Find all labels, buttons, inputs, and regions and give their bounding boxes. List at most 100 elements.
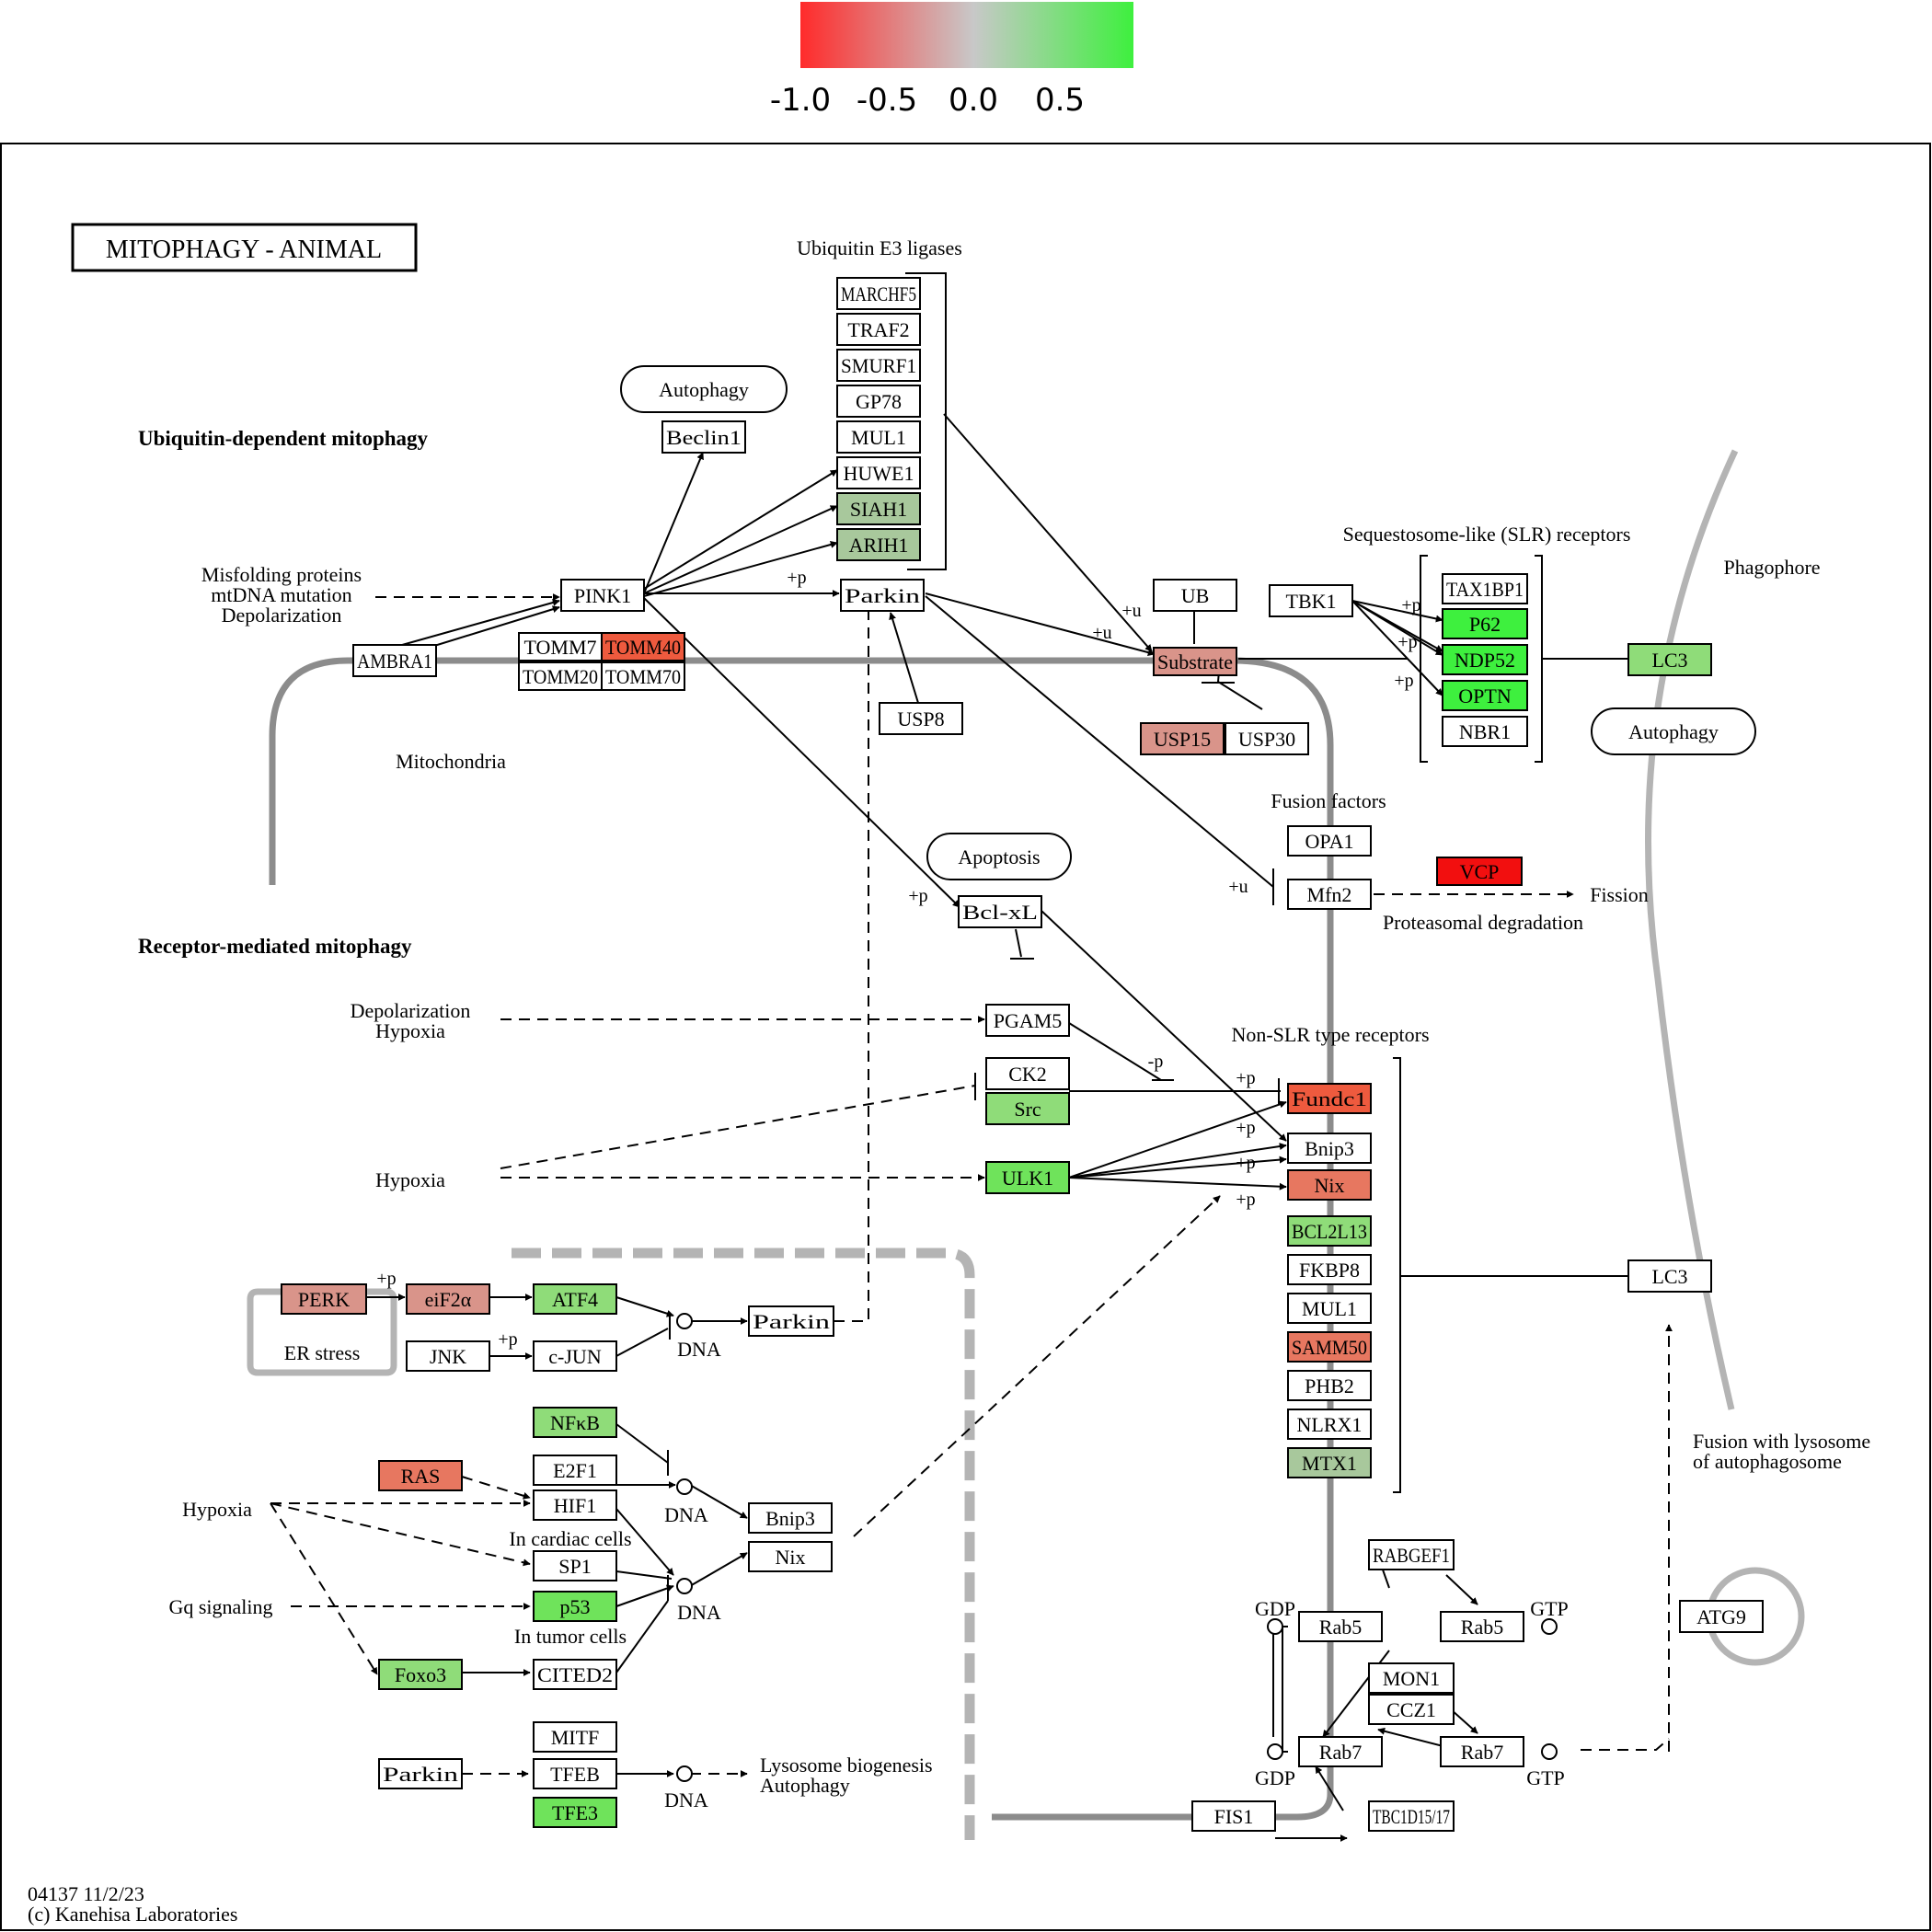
- gene-node-atg9[interactable]: ATG9: [1679, 1600, 1764, 1633]
- gene-box[interactable]: [601, 661, 685, 691]
- gene-node-parkin1[interactable]: Parkin: [840, 579, 925, 612]
- gene-box[interactable]: [836, 528, 921, 561]
- gene-box[interactable]: [985, 1161, 1070, 1194]
- gene-node-siah1[interactable]: SIAH1: [836, 492, 921, 525]
- gene-node-ras[interactable]: RAS: [378, 1460, 463, 1491]
- gene-node-cited2[interactable]: CITED2: [533, 1659, 617, 1690]
- gene-box[interactable]: [533, 1550, 617, 1581]
- gene-box[interactable]: [836, 385, 921, 418]
- gene-box[interactable]: [1225, 722, 1309, 755]
- gene-node-bnip3a[interactable]: Bnip3: [1287, 1133, 1372, 1164]
- gene-node-nbr1[interactable]: NBR1: [1442, 716, 1528, 747]
- gene-box[interactable]: [281, 1283, 367, 1315]
- gene-box[interactable]: [1287, 1370, 1372, 1401]
- gene-node-mitf[interactable]: MITF: [533, 1721, 617, 1753]
- gene-box[interactable]: [560, 579, 645, 612]
- gene-node-p62[interactable]: P62: [1442, 608, 1528, 639]
- gene-box[interactable]: [1436, 857, 1523, 886]
- gene-box[interactable]: [533, 1283, 617, 1315]
- gene-node-nixa[interactable]: Nix: [1287, 1169, 1372, 1201]
- gene-box[interactable]: [1440, 1611, 1524, 1642]
- gene-node-p53[interactable]: p53: [533, 1591, 617, 1622]
- gene-node-beclin1[interactable]: Beclin1: [661, 420, 746, 454]
- gene-node-e2f1[interactable]: E2F1: [533, 1455, 617, 1486]
- gene-node-tomm20[interactable]: TOMM20: [518, 661, 603, 691]
- gene-node-rabgef1[interactable]: RABGEF1: [1368, 1539, 1455, 1570]
- gene-node-mtx1[interactable]: MTX1: [1287, 1447, 1372, 1478]
- gene-box[interactable]: [836, 313, 921, 346]
- gene-node-fis1[interactable]: FIS1: [1191, 1800, 1276, 1832]
- gene-node-traf2[interactable]: TRAF2: [836, 313, 921, 346]
- gene-node-ub[interactable]: UB: [1153, 579, 1237, 612]
- gene-box[interactable]: [836, 420, 921, 454]
- gene-node-mul1a[interactable]: MUL1: [836, 420, 921, 454]
- gene-node-substrate[interactable]: Substrate: [1153, 647, 1237, 676]
- gene-node-smurf1[interactable]: SMURF1: [836, 349, 921, 382]
- gene-box[interactable]: [748, 1502, 833, 1534]
- gene-node-fkbp8[interactable]: FKBP8: [1287, 1254, 1372, 1285]
- gene-node-pgam5[interactable]: PGAM5: [985, 1004, 1070, 1037]
- gene-node-nfkb[interactable]: NFκB: [533, 1407, 617, 1438]
- gene-node-fundc1[interactable]: Fundc1: [1287, 1083, 1372, 1114]
- gene-node-eif2a[interactable]: eiF2α: [406, 1283, 490, 1315]
- gene-node-arih1[interactable]: ARIH1: [836, 528, 921, 561]
- gene-box[interactable]: [1368, 1539, 1455, 1570]
- gene-node-phb2[interactable]: PHB2: [1287, 1370, 1372, 1401]
- gene-box[interactable]: [748, 1541, 833, 1572]
- gene-box[interactable]: [1153, 647, 1237, 676]
- gene-node-foxo3[interactable]: Foxo3: [378, 1659, 463, 1690]
- gene-box[interactable]: [958, 895, 1042, 928]
- gene-node-src[interactable]: Src: [985, 1092, 1070, 1125]
- gene-box[interactable]: [1287, 1169, 1372, 1201]
- gene-box[interactable]: [1368, 1662, 1455, 1694]
- gene-node-rab7a[interactable]: Rab7: [1298, 1736, 1383, 1767]
- gene-box[interactable]: [661, 420, 746, 454]
- gene-box[interactable]: [1368, 1694, 1455, 1725]
- gene-box[interactable]: [836, 456, 921, 489]
- gene-box[interactable]: [1627, 643, 1712, 676]
- gene-box[interactable]: [836, 349, 921, 382]
- gene-node-samm50[interactable]: SAMM50: [1287, 1331, 1372, 1363]
- autophagy-oval[interactable]: [1591, 707, 1756, 755]
- gene-box[interactable]: [985, 1004, 1070, 1037]
- gene-box[interactable]: [1287, 1409, 1372, 1440]
- gene-box[interactable]: [1442, 680, 1528, 711]
- gene-box[interactable]: [1627, 1259, 1712, 1293]
- gene-node-ccz1[interactable]: CCZ1: [1368, 1694, 1455, 1725]
- gene-box[interactable]: [1368, 1800, 1455, 1832]
- gene-box[interactable]: [985, 1057, 1070, 1090]
- gene-node-perk[interactable]: PERK: [281, 1283, 367, 1315]
- gene-box[interactable]: [533, 1659, 617, 1690]
- gene-box[interactable]: [1153, 579, 1237, 612]
- gene-node-nixb[interactable]: Nix: [748, 1541, 833, 1572]
- gene-node-usp15[interactable]: USP15: [1140, 722, 1225, 755]
- gene-node-nlrx1[interactable]: NLRX1: [1287, 1409, 1372, 1440]
- gene-node-mfn2[interactable]: Mfn2: [1287, 879, 1372, 910]
- gene-box[interactable]: [1287, 1293, 1372, 1324]
- gene-box[interactable]: [985, 1092, 1070, 1125]
- gene-node-usp8[interactable]: USP8: [879, 702, 963, 735]
- gene-node-march5[interactable]: MARCHF5: [836, 277, 921, 310]
- gene-node-optn[interactable]: OPTN: [1442, 680, 1528, 711]
- gene-box[interactable]: [1287, 825, 1372, 857]
- gene-node-gp78[interactable]: GP78: [836, 385, 921, 418]
- gene-box[interactable]: [601, 632, 685, 661]
- gene-node-huwe1[interactable]: HUWE1: [836, 456, 921, 489]
- gene-node-mul1b[interactable]: MUL1: [1287, 1293, 1372, 1324]
- gene-node-bcl2l13[interactable]: BCL2L13: [1287, 1215, 1372, 1247]
- gene-box[interactable]: [1140, 722, 1225, 755]
- gene-box[interactable]: [533, 1340, 617, 1372]
- gene-node-tbc1d15[interactable]: TBC1D15/17: [1368, 1800, 1455, 1832]
- gene-node-ambra1[interactable]: AMBRA1: [352, 644, 437, 677]
- gene-box[interactable]: [836, 277, 921, 310]
- gene-node-tbk1[interactable]: TBK1: [1269, 584, 1353, 617]
- gene-node-rab7b[interactable]: Rab7: [1440, 1736, 1524, 1767]
- gene-node-atf4[interactable]: ATF4: [533, 1283, 617, 1315]
- gene-box[interactable]: [748, 1305, 834, 1337]
- gene-node-rab5a[interactable]: Rab5: [1298, 1611, 1383, 1642]
- gene-node-mon1[interactable]: MON1: [1368, 1662, 1455, 1694]
- gene-node-jnk[interactable]: JNK: [406, 1340, 490, 1372]
- gene-box[interactable]: [518, 661, 603, 691]
- gene-box[interactable]: [1442, 716, 1528, 747]
- gene-node-ulk1[interactable]: ULK1: [985, 1161, 1070, 1194]
